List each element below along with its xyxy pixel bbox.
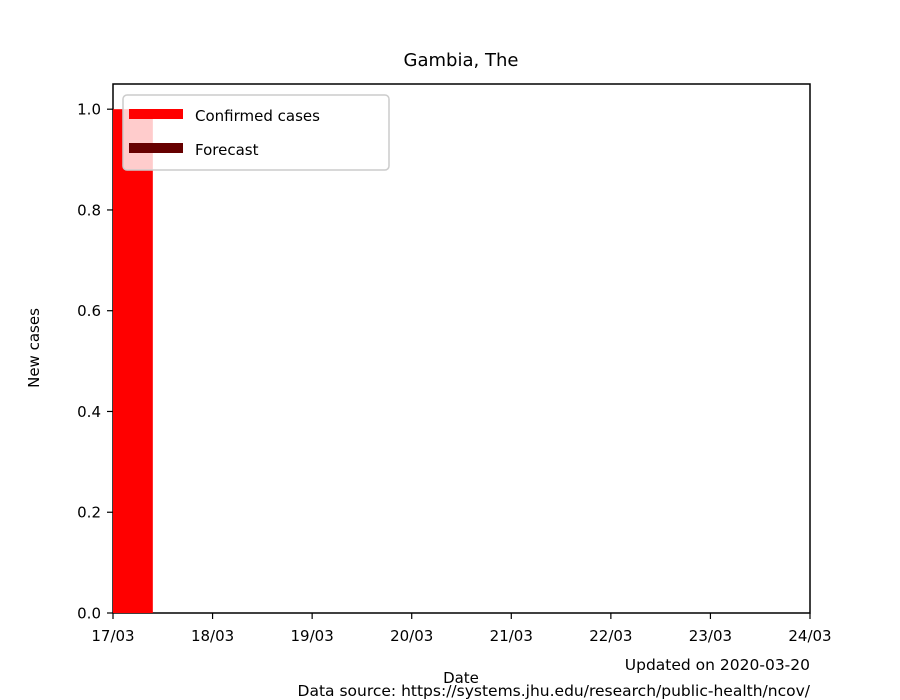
chart-title: Gambia, The xyxy=(404,50,519,71)
y-axis-label: New cases xyxy=(25,308,43,388)
legend-swatch-forecast xyxy=(129,143,183,153)
bar-confirmed-cases-17-03 xyxy=(113,109,153,613)
x-tick-label: 22/03 xyxy=(589,627,632,645)
y-tick-label: 1.0 xyxy=(77,101,101,119)
legend-box xyxy=(122,94,390,171)
x-axis: 17/03 18/03 19/03 20/03 21/03 22/03 23/03 24/03 xyxy=(91,613,832,645)
legend: Confirmed cases Forecast xyxy=(122,94,390,171)
x-tick-label: 17/03 xyxy=(91,627,134,645)
updated-note: Updated on 2020-03-20 xyxy=(625,656,810,674)
legend-label-confirmed: Confirmed cases xyxy=(195,107,320,125)
y-tick-label: 0.2 xyxy=(77,504,101,522)
x-tick-label: 24/03 xyxy=(788,627,831,645)
y-tick-label: 0.4 xyxy=(77,403,101,421)
x-tick-label: 21/03 xyxy=(490,627,533,645)
x-tick-label: 23/03 xyxy=(689,627,732,645)
x-tick-label: 18/03 xyxy=(191,627,234,645)
bars-layer xyxy=(113,109,153,613)
x-axis-label: Date xyxy=(443,669,479,687)
x-tick-label: 19/03 xyxy=(291,627,334,645)
legend-swatch-confirmed xyxy=(129,109,183,119)
y-tick-label: 0.8 xyxy=(77,201,101,219)
data-source-note: Data source: https://systems.jhu.edu/res… xyxy=(298,682,811,700)
legend-label-forecast: Forecast xyxy=(195,141,259,159)
y-tick-label: 0.6 xyxy=(77,302,101,320)
y-axis: 0.0 0.2 0.4 0.6 0.8 1.0 xyxy=(77,101,113,623)
x-tick-label: 20/03 xyxy=(390,627,433,645)
y-tick-label: 0.0 xyxy=(77,605,101,623)
